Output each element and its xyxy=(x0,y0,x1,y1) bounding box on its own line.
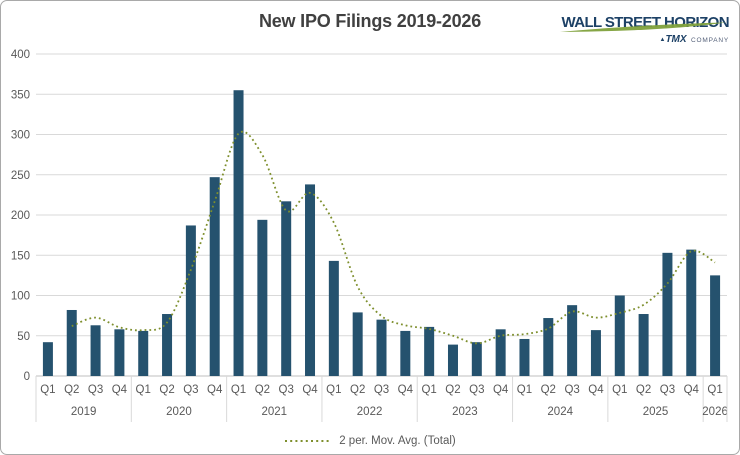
bar-2023-Q2 xyxy=(447,344,458,376)
tmx-company-tagline: ▲TMX COMPANY xyxy=(659,34,729,45)
bar-2020-Q2 xyxy=(162,314,173,376)
quarter-label: Q1 xyxy=(136,384,151,396)
y-axis-tick-label: 150 xyxy=(11,250,30,262)
quarter-label: Q1 xyxy=(231,384,246,396)
quarter-label: Q2 xyxy=(64,384,79,396)
quarter-label: Q1 xyxy=(40,384,55,396)
bar-2019-Q3 xyxy=(90,325,101,376)
quarter-label: Q2 xyxy=(159,384,174,396)
y-axis-tick-label: 250 xyxy=(11,170,30,182)
bar-2022-Q4 xyxy=(400,330,411,376)
year-label: 2023 xyxy=(452,406,478,418)
year-label: 2020 xyxy=(166,406,192,418)
moving-avg-line xyxy=(71,130,716,345)
quarter-label: Q3 xyxy=(374,384,389,396)
quarter-label: Q3 xyxy=(660,384,675,396)
quarter-label: Q2 xyxy=(255,384,270,396)
bar-2021-Q4 xyxy=(305,184,316,376)
year-label: 2021 xyxy=(261,406,287,418)
quarter-label: Q2 xyxy=(636,384,651,396)
bar-2021-Q1 xyxy=(233,90,244,376)
chart-title: New IPO Filings 2019-2026 xyxy=(258,11,482,31)
quarter-label: Q1 xyxy=(707,384,722,396)
quarter-label: Q4 xyxy=(398,384,414,396)
quarter-label: Q3 xyxy=(279,384,294,396)
bar-2025-Q4 xyxy=(686,249,697,376)
bar-2025-Q3 xyxy=(662,252,673,376)
bar-2021-Q2 xyxy=(257,219,268,376)
quarter-label: Q1 xyxy=(517,384,532,396)
quarter-label: Q1 xyxy=(326,384,341,396)
quarter-label: Q2 xyxy=(541,384,556,396)
chart-legend: 2 per. Mov. Avg. (Total) xyxy=(1,435,739,447)
bar-2020-Q1 xyxy=(138,330,149,376)
quarter-label: Q1 xyxy=(612,384,627,396)
bar-2025-Q2 xyxy=(638,314,649,376)
year-label: 2025 xyxy=(643,406,669,418)
bar-2019-Q1 xyxy=(42,342,53,376)
bar-2024-Q2 xyxy=(543,318,554,376)
y-axis-tick-label: 200 xyxy=(11,210,30,222)
bar-2022-Q3 xyxy=(376,319,387,376)
year-label: 2019 xyxy=(71,406,97,418)
quarter-label: Q4 xyxy=(207,384,223,396)
bar-2022-Q1 xyxy=(328,260,339,376)
y-axis-tick-label: 400 xyxy=(11,49,30,61)
bar-2024-Q1 xyxy=(519,338,530,376)
quarter-label: Q3 xyxy=(183,384,198,396)
quarter-label: Q2 xyxy=(445,384,460,396)
year-label: 2024 xyxy=(547,406,573,418)
quarter-label: Q4 xyxy=(302,384,318,396)
y-axis-tick-label: 350 xyxy=(11,89,30,101)
bar-2026-Q1 xyxy=(710,275,721,376)
bar-2023-Q4 xyxy=(495,329,506,376)
quarter-label: Q4 xyxy=(493,384,509,396)
quarter-label: Q3 xyxy=(88,384,103,396)
bar-2024-Q4 xyxy=(590,330,601,376)
quarter-label: Q3 xyxy=(469,384,484,396)
moving-avg-line-sample-icon xyxy=(285,440,332,442)
bar-2019-Q2 xyxy=(66,309,77,376)
bar-2023-Q1 xyxy=(424,326,435,376)
y-axis-tick-label: 100 xyxy=(11,291,30,303)
bar-2025-Q1 xyxy=(614,295,625,376)
quarter-label: Q4 xyxy=(112,384,128,396)
bar-2020-Q4 xyxy=(209,177,220,376)
bar-2022-Q2 xyxy=(352,312,363,376)
year-label: 2022 xyxy=(357,406,383,418)
quarter-label: Q4 xyxy=(684,384,700,396)
bar-2020-Q3 xyxy=(185,225,196,376)
quarter-label: Q2 xyxy=(350,384,365,396)
legend-label: 2 per. Mov. Avg. (Total) xyxy=(339,435,456,447)
y-axis-tick-label: 0 xyxy=(24,371,30,383)
quarter-label: Q3 xyxy=(564,384,579,396)
quarter-label: Q1 xyxy=(421,384,436,396)
y-axis-tick-label: 50 xyxy=(17,331,30,343)
bar-2021-Q3 xyxy=(281,201,292,376)
bar-2019-Q4 xyxy=(114,329,125,376)
quarter-label: Q4 xyxy=(588,384,604,396)
year-label: 2026 xyxy=(702,406,728,418)
y-axis-tick-label: 300 xyxy=(11,130,30,142)
bar-2023-Q3 xyxy=(471,342,482,376)
bar-2024-Q3 xyxy=(567,305,578,376)
